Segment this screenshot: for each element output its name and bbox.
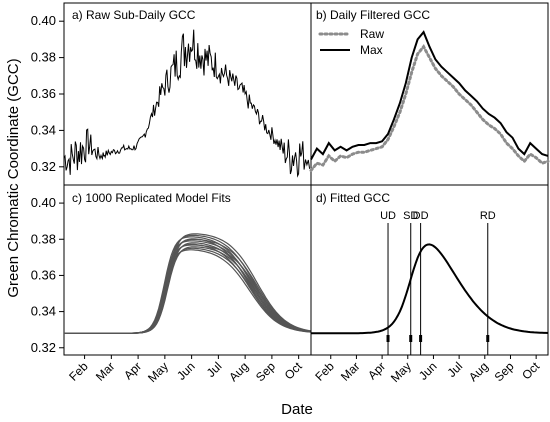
- marker-ci-dd: [419, 335, 423, 342]
- marker-ci-ud: [386, 335, 390, 342]
- y-axis-label: Green Chromatic Coordinate (GCC): [5, 58, 22, 297]
- x-tick-label: Jul: [444, 359, 465, 380]
- panel-b: b) Daily Filtered GCC Raw Max: [309, 2, 550, 186]
- x-tick-label: Sep: [253, 359, 278, 384]
- x-tick-label: Aug: [226, 359, 251, 384]
- x-tick-label: Sep: [492, 359, 517, 384]
- x-tick-label: Oct: [282, 359, 306, 383]
- panel-d-title: d) Fitted GCC: [316, 191, 390, 205]
- x-tick-label: Mar: [93, 359, 118, 384]
- legend-raw-label: Raw: [360, 27, 384, 41]
- y-tick-label: 0.34: [31, 122, 56, 137]
- marker-label-sd: SD: [403, 210, 418, 222]
- y-tick-label: 0.32: [31, 159, 56, 174]
- legend-max-label: Max: [360, 43, 383, 57]
- panel-c: c) 1000 Replicated Model Fits 0.40 0.38 0.…: [31, 184, 312, 385]
- x-tick-label: Mar: [338, 359, 363, 384]
- legend: Raw Max: [318, 27, 384, 57]
- marker-label-ud: UD: [380, 210, 396, 222]
- series-raw-sub-daily: [63, 29, 311, 178]
- y-tick-label: 0.38: [31, 50, 56, 65]
- x-tick-label: Aug: [466, 359, 491, 384]
- series-replicate: [64, 249, 312, 334]
- marker-ci-sd: [409, 335, 413, 342]
- panel-a-title: a) Raw Sub-Daily GCC: [72, 8, 196, 22]
- panel-b-title: b) Daily Filtered GCC: [316, 8, 430, 22]
- x-tick-label: Jul: [204, 359, 225, 380]
- marker-ci-rd: [486, 335, 490, 342]
- panel-c-title: c) 1000 Replicated Model Fits: [72, 191, 231, 205]
- y-tick-label: 0.38: [31, 231, 56, 246]
- series-raw: [309, 44, 550, 172]
- x-tick-label: Feb: [312, 359, 337, 384]
- y-tick-label: 0.40: [31, 13, 56, 28]
- series-max: [310, 30, 549, 160]
- x-tick-label: Apr: [121, 359, 144, 382]
- y-tick-label: 0.34: [31, 304, 56, 319]
- series-fitted: [311, 243, 549, 335]
- y-tick-label: 0.36: [31, 267, 56, 282]
- panel-a: a) Raw Sub-Daily GCC 0.40 0.38 0.36 0.34 0.3…: [31, 2, 312, 186]
- y-tick-label: 0.40: [31, 195, 56, 210]
- y-tick-label: 0.36: [31, 86, 56, 101]
- panel-c-frame: [63, 184, 312, 356]
- series-replicate: [64, 233, 312, 334]
- marker-label-dd: DD: [413, 210, 429, 222]
- x-axis-label: Date: [281, 401, 313, 418]
- x-tick-label: Jun: [416, 359, 440, 383]
- marker-label-rd: RD: [480, 210, 496, 222]
- x-tick-label: May: [388, 359, 414, 385]
- y-tick-label: 0.32: [31, 340, 56, 355]
- panel-a-frame: [63, 2, 312, 186]
- x-tick-label: Oct: [519, 359, 543, 383]
- x-tick-label: Apr: [365, 359, 388, 382]
- x-tick-label: May: [145, 359, 171, 385]
- panel-d-frame: [310, 184, 549, 356]
- x-tick-label: Jun: [174, 359, 198, 383]
- x-tick-label: Feb: [66, 359, 91, 384]
- panel-d: d) Fitted GCC Feb Mar Apr May Jun Jul Aug Sep Oc…: [310, 184, 549, 385]
